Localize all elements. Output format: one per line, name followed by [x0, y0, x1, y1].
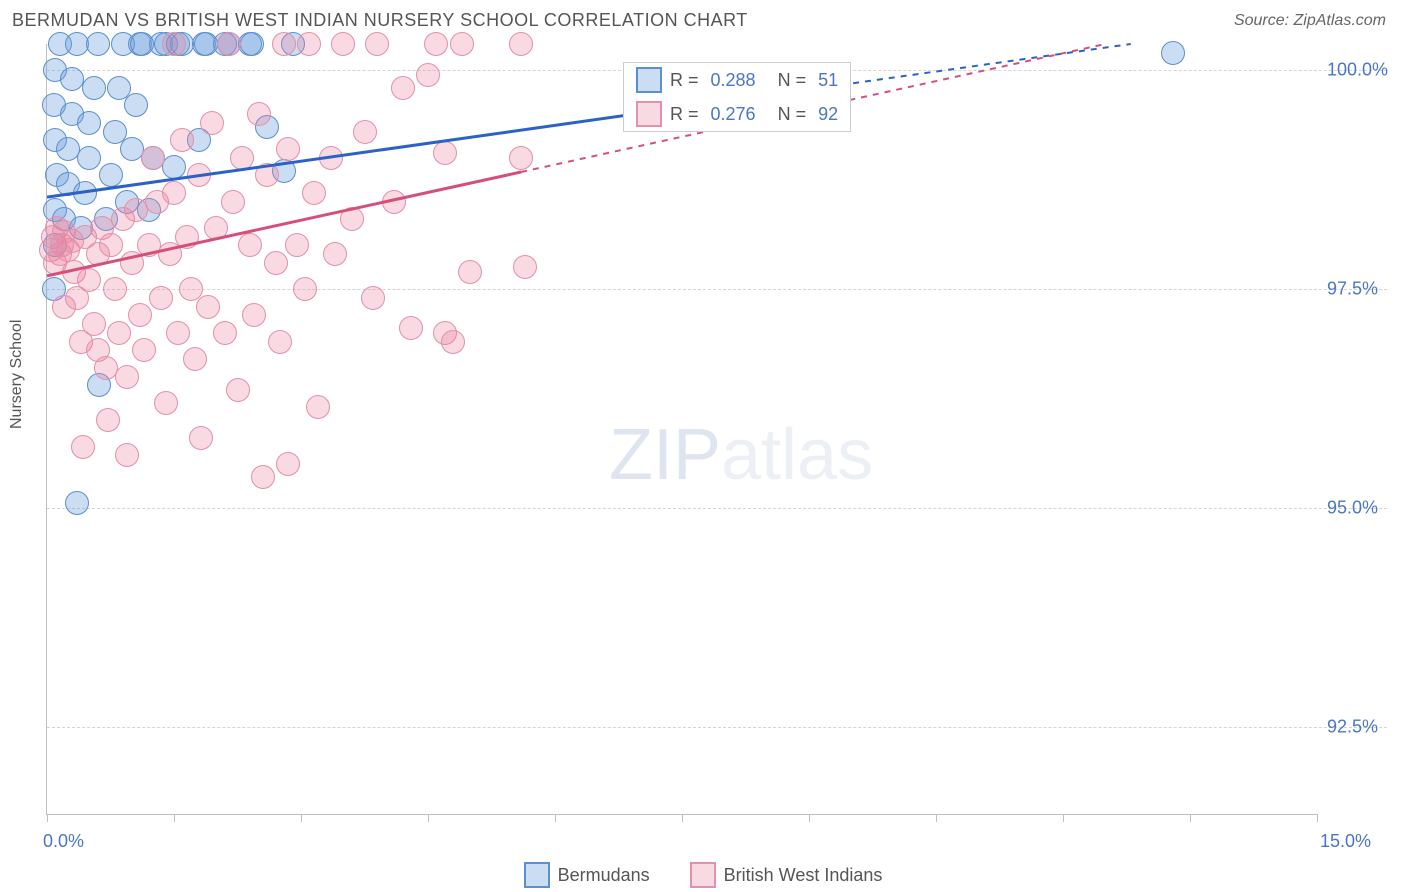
y-tick-label: 92.5%	[1327, 716, 1378, 737]
watermark-bold: ZIP	[609, 415, 721, 495]
x-max-label: 15.0%	[1320, 831, 1371, 852]
legend-label: Bermudans	[558, 865, 650, 886]
legend-label: British West Indians	[724, 865, 883, 886]
legend-item-bwi: British West Indians	[690, 862, 883, 888]
bottom-legend: Bermudans British West Indians	[0, 862, 1406, 888]
x-min-label: 0.0%	[43, 831, 84, 852]
correlation-legend: R =0.288N =51R =0.276N =92	[623, 62, 851, 132]
source-label: Source: ZipAtlas.com	[1234, 12, 1386, 30]
swatch-icon	[690, 862, 716, 888]
legend-row: R =0.288N =51	[624, 63, 850, 97]
y-axis-title: Nursery School	[8, 320, 26, 429]
chart-plot-area: Nursery School 92.5%95.0%97.5%100.0% R =…	[46, 44, 1317, 815]
legend-item-bermudans: Bermudans	[524, 862, 650, 888]
chart-title: BERMUDAN VS BRITISH WEST INDIAN NURSERY …	[12, 10, 748, 31]
y-tick-label: 100.0%	[1327, 60, 1388, 81]
swatch-icon	[524, 862, 550, 888]
y-tick-label: 95.0%	[1327, 497, 1378, 518]
legend-row: R =0.276N =92	[624, 97, 850, 131]
watermark: ZIPatlas	[609, 414, 873, 496]
watermark-light: atlas	[721, 415, 873, 495]
y-tick-label: 97.5%	[1327, 279, 1378, 300]
